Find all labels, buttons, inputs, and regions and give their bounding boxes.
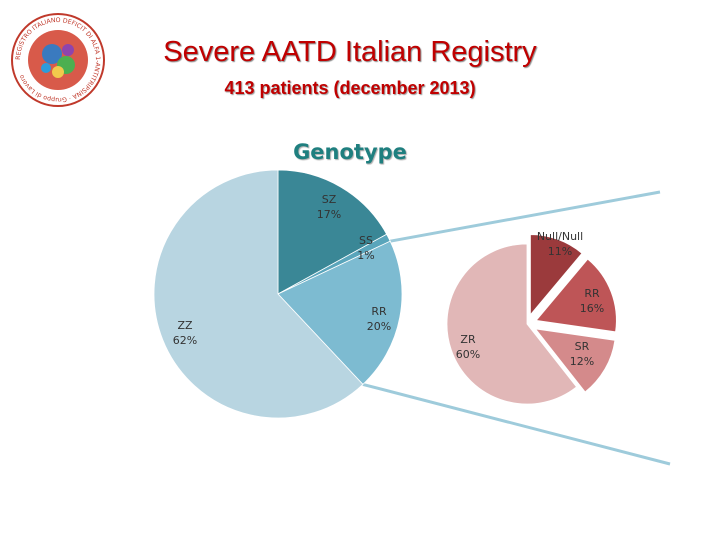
page-subtitle: 413 patients (december 2013) (224, 78, 476, 98)
main-slice-rr-2 (277, 240, 403, 385)
slice-label-sub-sr-2: SR 12% (570, 340, 594, 368)
connector-lines (362, 190, 671, 466)
connector-line-bottom (362, 382, 671, 466)
sub-slice-null-null-0 (530, 234, 583, 316)
connector-line-top (389, 190, 661, 243)
slice-label-sub-zr-3: ZR 60% (456, 333, 480, 361)
main-slice-sz-0 (277, 169, 388, 295)
genotype-pie (153, 169, 403, 419)
slice-labels: SZ 17% SS 1% RR 20% ZZ 62% Null/Null 11% RR 16% SR 12… (173, 193, 604, 368)
slice-label-main-ss-1: SS 1% (357, 234, 374, 262)
chart-title: Genotype (293, 140, 407, 164)
slice-label-sub-rr-1: RR 16% (580, 287, 604, 315)
rr-breakdown-pie (446, 234, 617, 405)
sub-slice-zr-3 (446, 243, 578, 405)
slice-label-sub-null-null-0: Null/Null 11% (537, 230, 583, 258)
sub-slice-sr-2 (534, 328, 616, 393)
slice-label-main-rr-2: RR 20% (367, 305, 391, 333)
registry-seal-logo: REGISTRO ITALIANO DEFICIT DI ALFA 1-ANTI… (8, 10, 108, 110)
slice-label-main-zz-3: ZZ 62% (173, 319, 197, 347)
main-slice-zz-3 (153, 169, 364, 419)
slice-label-main-sz-0: SZ 17% (317, 193, 341, 221)
sub-slice-rr-1 (535, 258, 617, 333)
page-title: Severe AATD Italian Registry (163, 36, 537, 68)
